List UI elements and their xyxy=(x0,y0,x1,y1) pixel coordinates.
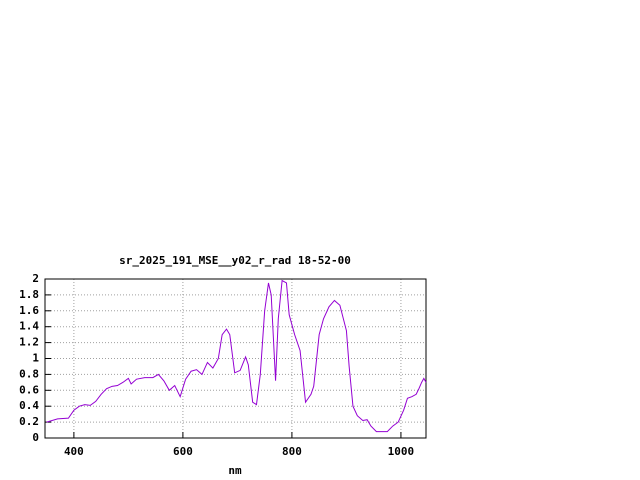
y-tick-label: 0.4 xyxy=(19,399,39,412)
y-tick-label: 2 xyxy=(32,272,39,285)
chart-title: sr_2025_191_MSE__y02_r_rad 18-52-00 xyxy=(119,254,351,267)
y-tick-label: 1.2 xyxy=(19,336,39,349)
y-tick-label: 0 xyxy=(32,431,39,444)
x-tick-label: 1000 xyxy=(388,445,415,458)
x-axis-label: nm xyxy=(228,464,242,477)
y-tick-label: 1.8 xyxy=(19,288,39,301)
y-tick-label: 0.2 xyxy=(19,415,39,428)
plot-border xyxy=(44,278,427,439)
y-tick-label: 0.6 xyxy=(19,383,39,396)
y-tick-label: 1 xyxy=(32,352,39,365)
y-tick-label: 1.4 xyxy=(19,320,39,333)
y-tick-label: 1.6 xyxy=(19,304,39,317)
x-tick-label: 400 xyxy=(64,445,84,458)
y-tick-label: 0.8 xyxy=(19,367,39,380)
x-tick-label: 600 xyxy=(173,445,193,458)
x-tick-label: 800 xyxy=(282,445,302,458)
data-line xyxy=(46,279,427,433)
